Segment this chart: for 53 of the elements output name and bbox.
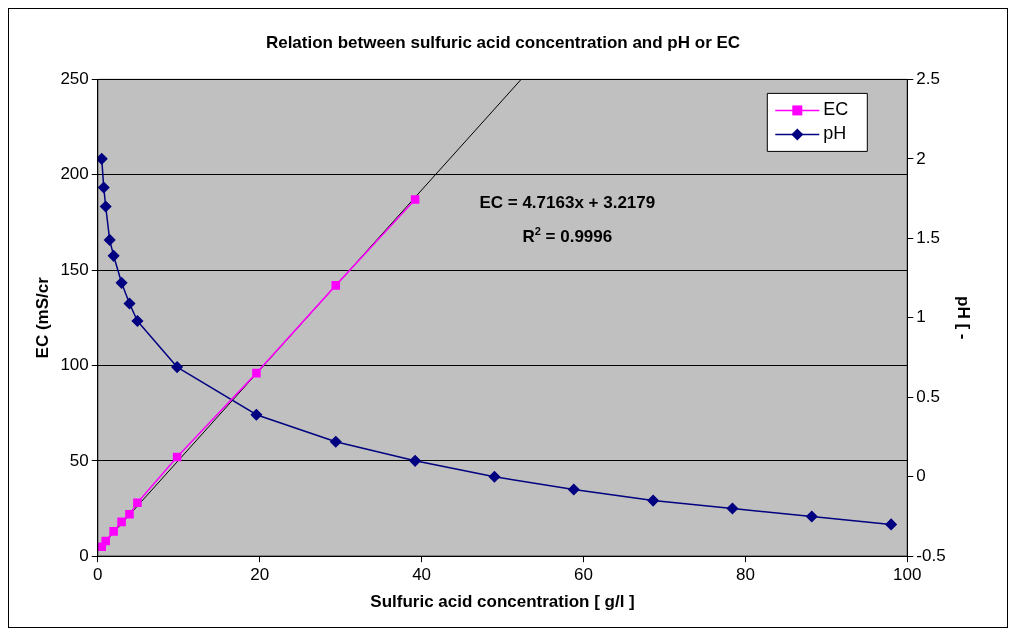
y2-axis-title: pH [ - xyxy=(954,296,974,340)
x-tick-label: 20 xyxy=(250,565,270,585)
point xyxy=(331,281,341,290)
point xyxy=(885,518,897,531)
y-tick-label: 250 xyxy=(60,69,89,89)
point xyxy=(117,517,126,527)
x-tick-label: 60 xyxy=(574,565,593,585)
point xyxy=(123,297,136,310)
point xyxy=(488,470,501,483)
x-tick-label: 80 xyxy=(735,565,755,585)
point xyxy=(115,277,128,289)
y2-tick-label: 2.5 xyxy=(916,69,940,89)
point xyxy=(125,509,134,519)
point xyxy=(99,200,112,213)
y2-tick-label: 2 xyxy=(916,148,926,168)
y-tick-label: 50 xyxy=(69,450,89,470)
point xyxy=(171,361,183,373)
point xyxy=(647,494,659,507)
legend-label: pH xyxy=(823,123,847,144)
point xyxy=(107,250,120,262)
legend-label: EC xyxy=(823,99,849,120)
y2-tick-label: 1 xyxy=(916,307,926,327)
point xyxy=(98,181,110,194)
point xyxy=(252,368,261,378)
y2-tick-label: 0.5 xyxy=(916,386,940,406)
point xyxy=(133,498,142,508)
chart-title: Relation between sulfuric acid concentration and pH or EC xyxy=(265,32,741,52)
x-tick-label: 0 xyxy=(93,565,103,585)
annotation: EC = 4.7163x + 3.2179 xyxy=(479,193,656,213)
point xyxy=(172,452,182,462)
y-axis-title: EC (mS/cr xyxy=(32,276,52,359)
point xyxy=(131,315,144,327)
point xyxy=(409,455,421,467)
point xyxy=(97,153,108,165)
point xyxy=(568,483,580,496)
y2-tick-label: 0 xyxy=(916,466,926,486)
y2-tick-label: -0.5 xyxy=(916,545,946,565)
point xyxy=(410,195,420,204)
x-tick-label: 40 xyxy=(412,565,432,585)
point xyxy=(726,502,739,515)
point xyxy=(109,527,118,536)
point xyxy=(330,436,342,448)
x-tick-label: 100 xyxy=(893,565,922,585)
y2-tick-label: 1.5 xyxy=(916,228,940,248)
y-tick-label: 150 xyxy=(60,259,89,279)
point xyxy=(101,536,110,546)
x-axis-title: Sulfuric acid concentration [ g/l ] xyxy=(370,592,635,612)
y-tick-label: 100 xyxy=(60,355,89,375)
point xyxy=(250,409,263,421)
y-tick-label: 0 xyxy=(79,545,89,565)
y-tick-label: 200 xyxy=(60,164,89,184)
point xyxy=(103,234,116,246)
point xyxy=(806,510,818,523)
